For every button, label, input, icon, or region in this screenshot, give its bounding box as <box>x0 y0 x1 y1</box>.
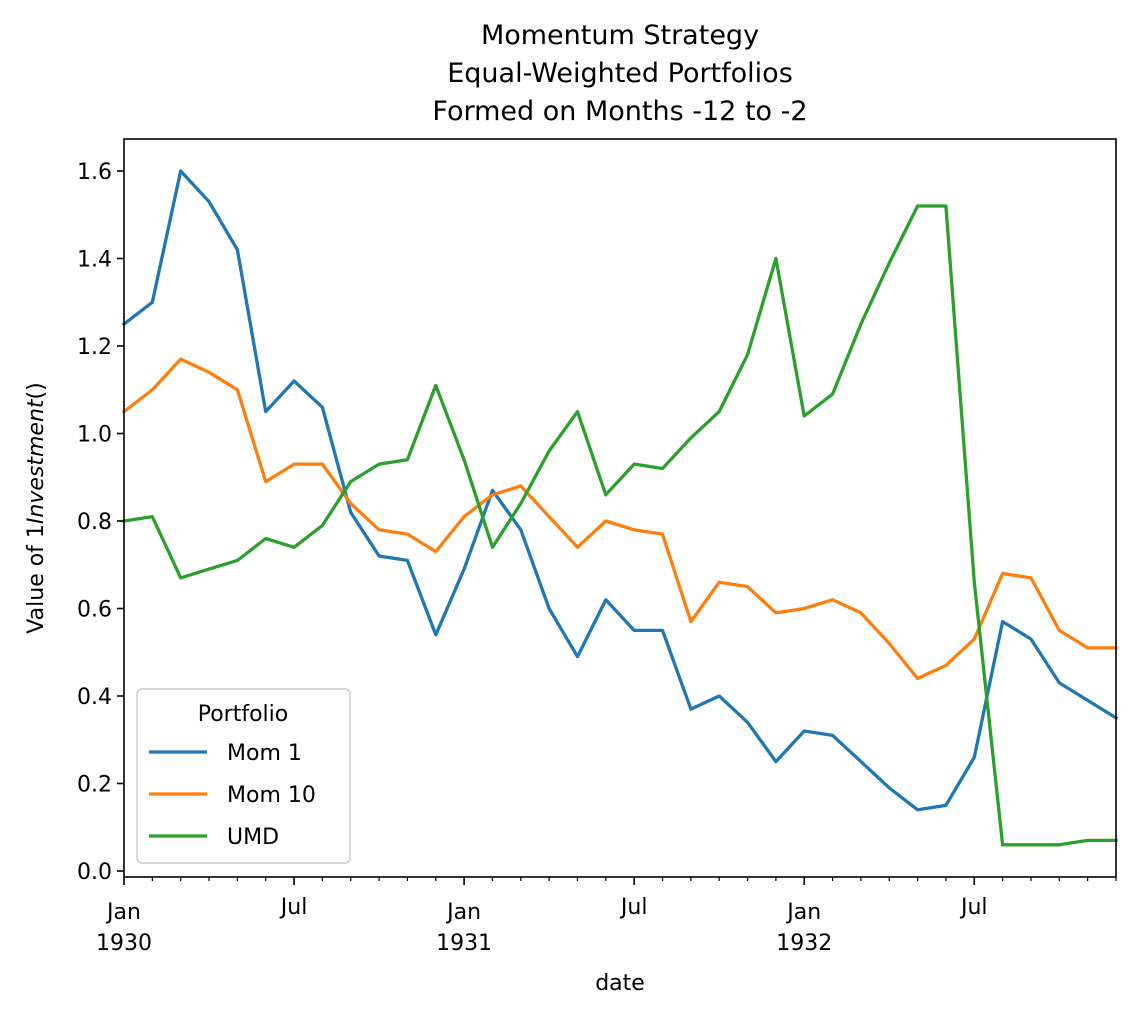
y-tick-label: 1.4 <box>77 248 112 273</box>
y-axis-label-prefix: Value of 1 <box>24 524 49 634</box>
series-line-mom-1 <box>121 169 1119 812</box>
y-tick-label: 0.2 <box>77 773 112 798</box>
title-line-3: Formed on Months -12 to -2 <box>432 96 807 127</box>
x-tick-label: Jan <box>445 900 481 925</box>
y-axis-label-suffix: () <box>24 382 49 399</box>
x-axis: Jan 1930 Jul Jan 1931 Jul Jan 1932 Jul <box>96 877 1117 956</box>
y-tick-label: 0.4 <box>77 685 112 710</box>
plot-frame <box>123 138 1117 878</box>
x-tick-label: Jan <box>105 900 141 925</box>
series-lines <box>121 169 1119 847</box>
series-line-umd <box>122 204 1118 847</box>
x-tick-year-label: 1932 <box>776 931 832 956</box>
legend-label-mom-1: Mom 1 <box>227 741 302 766</box>
legend-label-umd: UMD <box>227 825 279 850</box>
y-tick-label: 1.2 <box>77 335 112 360</box>
legend: Portfolio Mom 1 Mom 10 UMD <box>136 688 351 864</box>
y-tick-label: 0.8 <box>77 510 112 535</box>
y-axis-label: Value of 1Investment() <box>24 382 49 633</box>
x-tick-year-label: 1931 <box>436 931 492 956</box>
legend-items: Mom 1 Mom 10 UMD <box>149 741 316 850</box>
y-tick-label: 0.6 <box>77 598 112 623</box>
y-tick-label: 1.0 <box>77 423 112 448</box>
legend-label-mom-10: Mom 10 <box>227 783 316 808</box>
y-tick-label: 0.0 <box>77 860 112 885</box>
y-tick-label: 1.6 <box>77 160 112 185</box>
title-line-2: Equal-Weighted Portfolios <box>447 58 793 89</box>
legend-box <box>136 688 351 864</box>
y-axis: 0.0 0.2 0.4 0.6 0.8 1.0 1.2 1.4 1.6 <box>77 160 124 885</box>
x-axis-label: date <box>595 971 645 996</box>
x-tick-label: Jan <box>785 900 821 925</box>
x-tick-year-label: 1930 <box>96 931 152 956</box>
x-tick-label: Jul <box>959 895 988 920</box>
legend-title: Portfolio <box>198 702 289 727</box>
chart-title: Momentum Strategy Equal-Weighted Portfol… <box>432 20 807 127</box>
y-axis-label-italic: Investment <box>24 398 49 524</box>
series-line-mom-10 <box>121 357 1118 681</box>
title-line-1: Momentum Strategy <box>481 20 759 51</box>
x-tick-label: Jul <box>279 895 308 920</box>
x-tick-label: Jul <box>619 895 648 920</box>
